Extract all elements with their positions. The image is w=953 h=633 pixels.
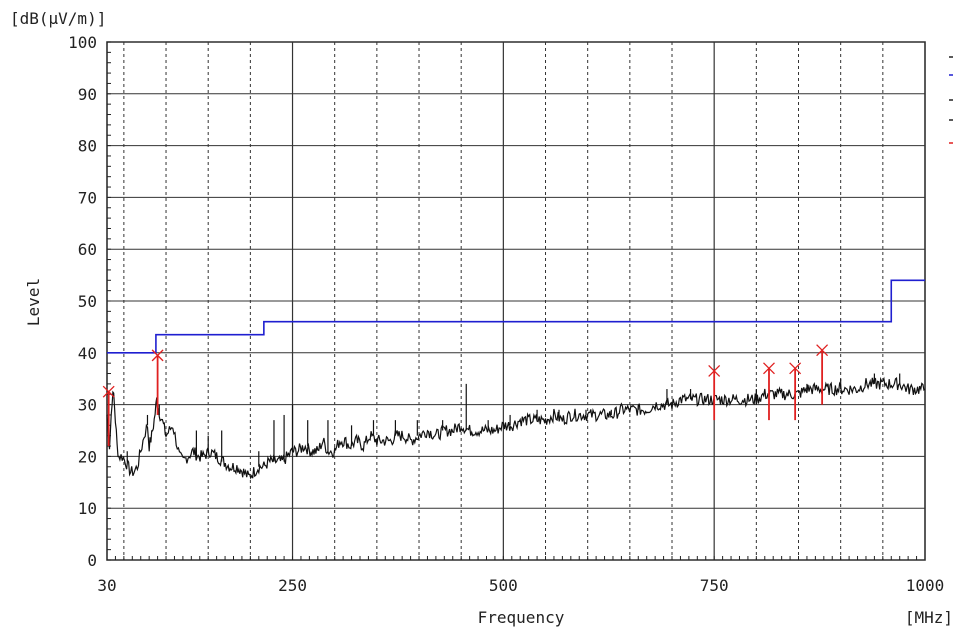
y-unit-label: [dB(μV/m)] (10, 9, 106, 28)
x-tick-label: 1000 (906, 576, 945, 595)
y-tick-label: 30 (78, 396, 97, 415)
plot-area (102, 279, 926, 480)
legend-fragments (949, 56, 953, 144)
marker-cross (151, 349, 164, 362)
x-tick-label: 30 (97, 576, 116, 595)
x-tick-label: 250 (278, 576, 307, 595)
marker-cross (102, 385, 115, 398)
x-tick-label: 500 (489, 576, 518, 595)
marker-cross (708, 364, 721, 377)
y-tick-label: 70 (78, 188, 97, 207)
y-tick-label: 20 (78, 447, 97, 466)
tick-labels: 0 10 20 30 40 50 60 70 80 90 100 30 250 500 750 1000 (68, 33, 944, 595)
marker-cross (816, 344, 829, 357)
y-tick-label: 100 (68, 33, 97, 52)
limit-line (107, 279, 925, 354)
y-tick-label: 90 (78, 85, 97, 104)
y-tick-label: 0 (87, 551, 97, 570)
x-axis-label: Frequency (478, 608, 565, 627)
x-unit-label: [MHz] (905, 608, 953, 627)
marker-cross (763, 362, 775, 375)
y-tick-label: 60 (78, 240, 97, 259)
x-tick-label: 750 (700, 576, 729, 595)
measurement-trace (106, 376, 926, 480)
y-axis-label: Level (24, 278, 43, 326)
marker-cross (789, 362, 802, 375)
y-tick-label: 10 (78, 499, 97, 518)
y-tick-label: 80 (78, 137, 97, 156)
y-tick-label: 50 (78, 292, 97, 311)
y-tick-label: 40 (78, 344, 97, 363)
grid (106, 41, 926, 561)
